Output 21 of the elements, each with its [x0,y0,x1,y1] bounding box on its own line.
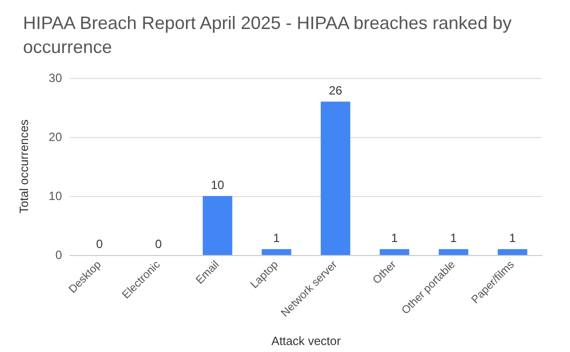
chart-title: HIPAA Breach Report April 2025 - HIPAA breaches ranked by occurrence [23,13,517,57]
y-tick-label: 0 [55,248,62,262]
data-label: 0 [96,237,104,251]
bar [438,249,468,255]
data-label: 1 [391,231,398,246]
data-label: 1 [509,231,516,246]
bar [320,102,350,255]
bar [202,196,232,255]
y-tick-label: 10 [48,189,62,203]
y-axis-title: Total occurrences [17,119,31,214]
data-label: 0 [155,237,162,251]
data-label: 10 [210,178,224,192]
bar [380,249,410,255]
data-label: 1 [273,231,280,246]
y-tick-label: 30 [48,71,62,85]
y-tick-label: 20 [48,130,62,144]
bar [262,249,292,255]
x-axis-title: Attack vector [271,334,341,348]
data-label: 1 [450,231,458,246]
data-label: 26 [328,84,342,98]
bar [498,249,528,255]
